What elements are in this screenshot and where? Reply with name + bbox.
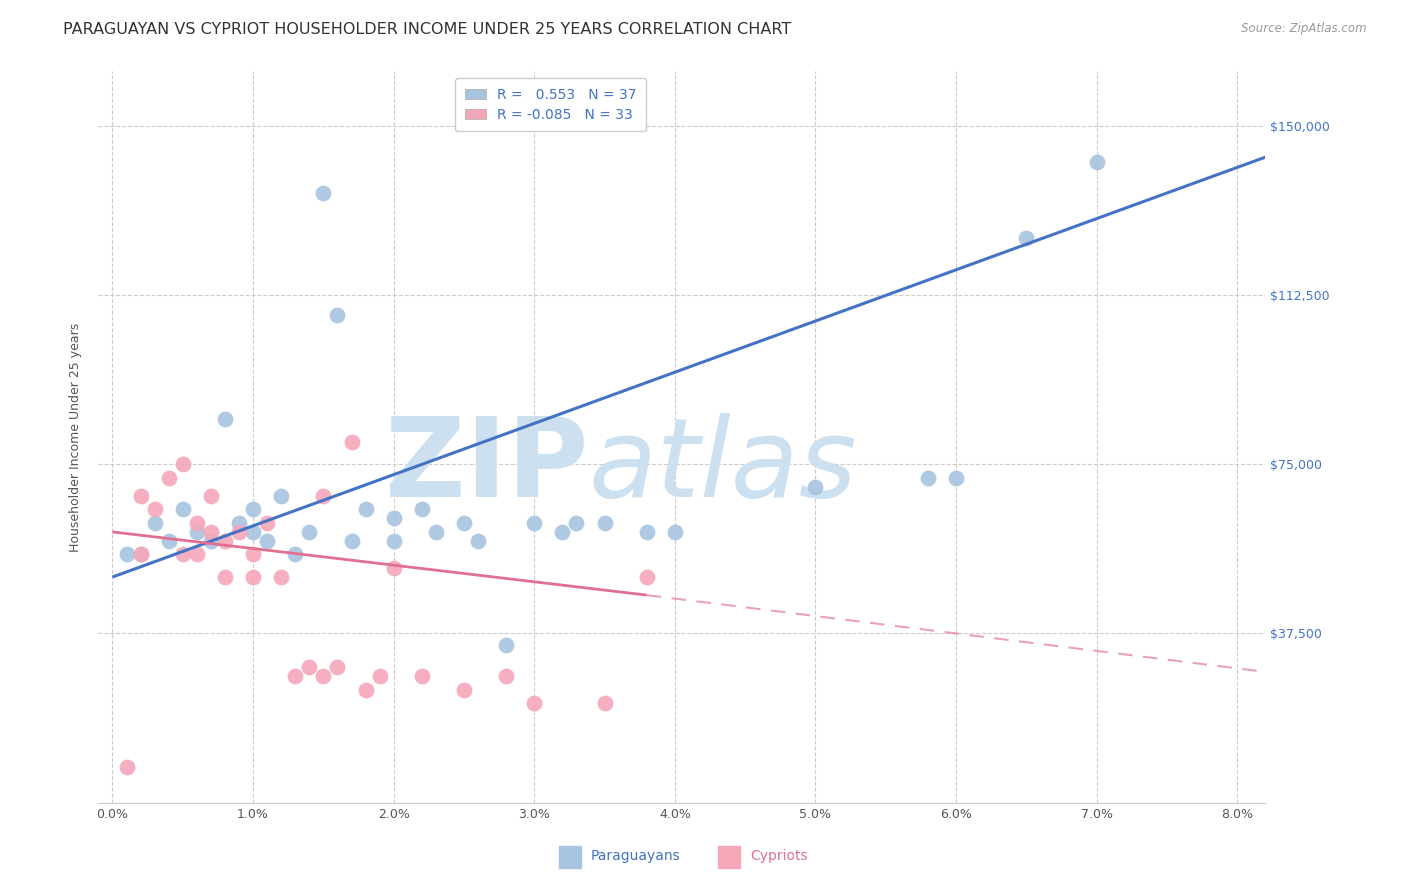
Point [172,457,194,471]
Point [256,533,278,548]
Point [270,489,292,503]
Point [340,533,363,548]
Point [186,548,208,562]
Point [354,502,377,516]
Point [312,186,335,201]
Point [523,516,546,530]
Point [129,548,152,562]
Point [804,480,827,494]
Point [157,533,180,548]
Point [242,502,264,516]
Point [228,516,250,530]
Point [214,412,236,426]
Point [143,516,166,530]
Point [312,489,335,503]
Point [186,524,208,539]
Point [115,760,138,774]
Point [593,516,616,530]
Point [411,502,433,516]
Point [382,511,405,525]
Text: atlas: atlas [589,413,858,520]
Point [495,638,517,652]
Point [453,682,475,697]
Point [312,669,335,683]
Point [129,489,152,503]
Point [495,669,517,683]
Point [242,524,264,539]
Point [242,548,264,562]
Point [551,524,574,539]
Point [354,682,377,697]
Point [467,533,489,548]
Point [453,516,475,530]
Point [382,533,405,548]
Point [200,533,222,548]
Point [186,516,208,530]
Point [298,660,321,674]
Y-axis label: Householder Income Under 25 years: Householder Income Under 25 years [69,322,83,552]
Point [284,548,307,562]
Point [340,434,363,449]
Point [945,471,967,485]
Point [115,548,138,562]
Point [1015,231,1038,245]
Text: PARAGUAYAN VS CYPRIOT HOUSEHOLDER INCOME UNDER 25 YEARS CORRELATION CHART: PARAGUAYAN VS CYPRIOT HOUSEHOLDER INCOME… [63,22,792,37]
Point [270,570,292,584]
Point [228,524,250,539]
Point [284,669,307,683]
Point [256,516,278,530]
Point [143,502,166,516]
Point [565,516,588,530]
Point [129,548,152,562]
Point [326,308,349,322]
Point [368,669,391,683]
Point [917,471,939,485]
Legend: Paraguayans, Cypriots: Paraguayans, Cypriots [551,844,813,869]
Point [214,533,236,548]
Point [172,502,194,516]
Point [298,524,321,539]
Point [200,489,222,503]
Point [242,570,264,584]
Point [214,570,236,584]
Point [425,524,447,539]
Point [636,524,658,539]
Text: Source: ZipAtlas.com: Source: ZipAtlas.com [1241,22,1367,36]
Point [382,561,405,575]
Point [1085,154,1108,169]
Point [523,697,546,711]
Point [326,660,349,674]
Point [157,471,180,485]
Text: ZIP: ZIP [385,413,589,520]
Point [636,570,658,584]
Point [411,669,433,683]
Point [664,524,686,539]
Point [200,524,222,539]
Point [593,697,616,711]
Point [172,548,194,562]
